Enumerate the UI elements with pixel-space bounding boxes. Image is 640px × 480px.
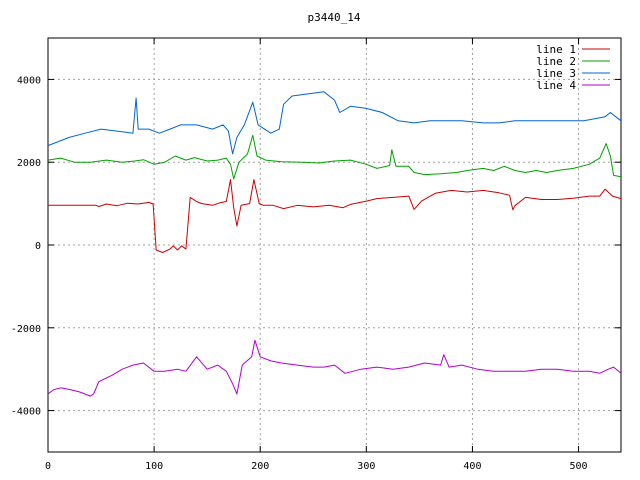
legend-label: line 3 bbox=[536, 67, 576, 80]
legend-label: line 2 bbox=[536, 55, 576, 68]
x-tick-label: 300 bbox=[357, 461, 375, 472]
grid bbox=[48, 38, 621, 452]
y-tick-label: 4000 bbox=[17, 75, 41, 86]
y-tick-label: 2000 bbox=[17, 158, 41, 169]
series-line-4 bbox=[47, 339, 622, 397]
x-tick-label: 0 bbox=[45, 461, 51, 472]
series-lines bbox=[47, 91, 622, 397]
x-tick-label: 200 bbox=[251, 461, 269, 472]
legend-label: line 4 bbox=[536, 79, 576, 92]
series-line-1 bbox=[48, 179, 622, 253]
axis-ticks: 0 100 200 300 400 500 -4000 -2000 0 2000 4000 bbox=[11, 38, 621, 472]
series-line-3 bbox=[47, 91, 622, 155]
x-tick-label: 400 bbox=[463, 461, 481, 472]
x-tick-label: 100 bbox=[145, 461, 163, 472]
y-tick-label: -4000 bbox=[11, 407, 41, 418]
y-tick-label: 0 bbox=[35, 241, 41, 252]
y-tick-label: -2000 bbox=[11, 324, 41, 335]
chart-title: p3440_14 bbox=[308, 11, 361, 24]
legend-label: line 1 bbox=[536, 43, 576, 56]
series-line-2 bbox=[47, 134, 622, 180]
x-tick-label: 500 bbox=[570, 461, 588, 472]
